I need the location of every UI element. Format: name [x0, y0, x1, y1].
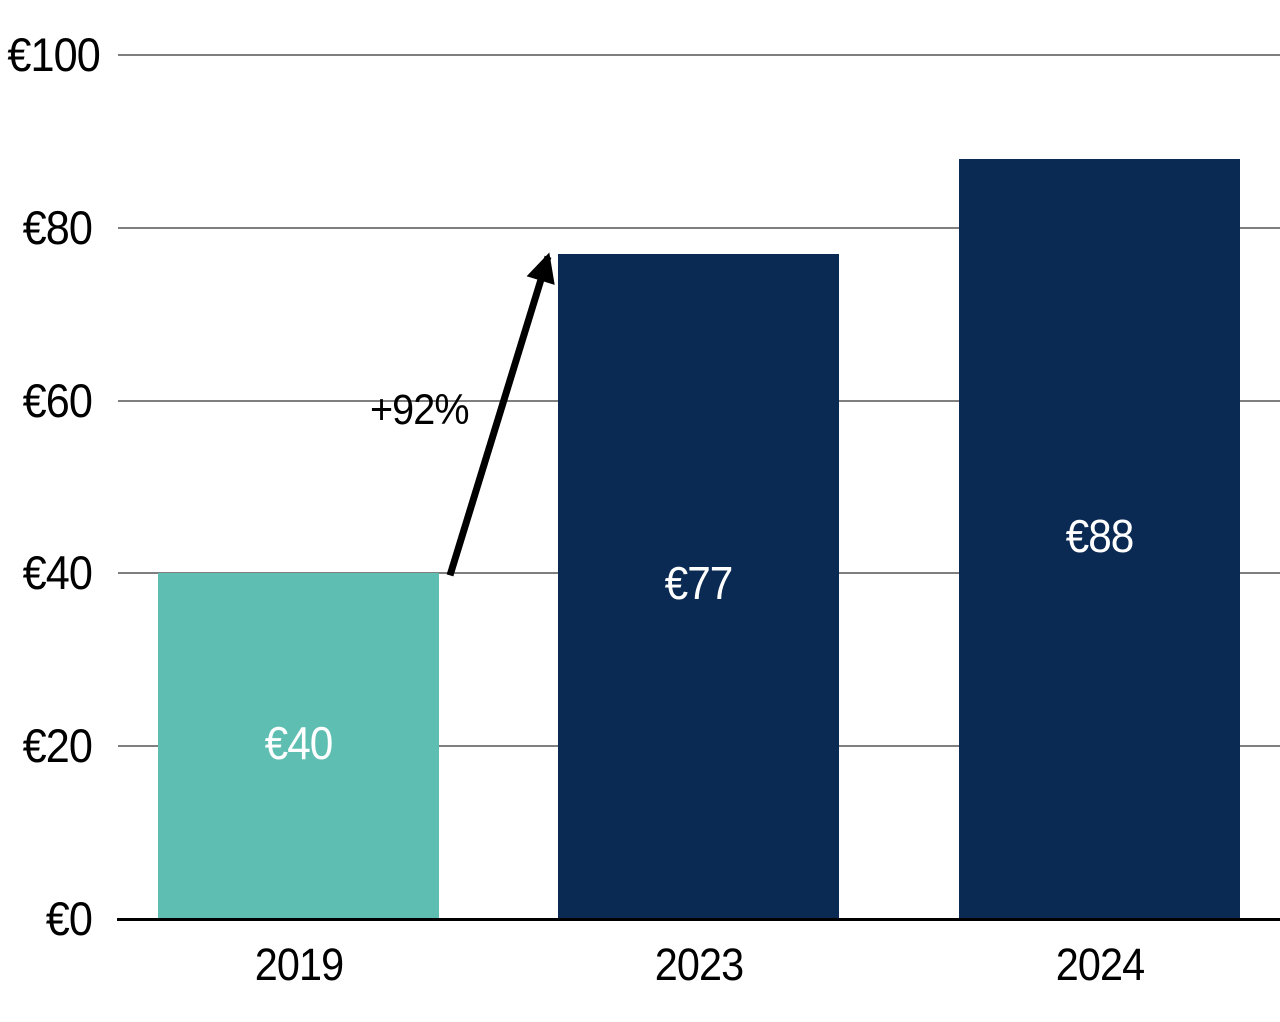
y-axis-tick-label: €60	[22, 373, 93, 427]
x-axis-line	[117, 918, 1280, 921]
y-axis-tick-label: €100	[7, 28, 100, 81]
y-axis-tick-label: €40	[22, 546, 93, 600]
y-axis-tick-label: €0	[45, 892, 93, 945]
bar-value-label-2024: €88	[1065, 509, 1135, 562]
bar-2023: €77	[558, 253, 839, 919]
gridline-80	[118, 226, 1280, 229]
y-axis-tick-label: €20	[22, 719, 93, 773]
bar-2019: €40	[158, 573, 439, 919]
percent-change-annotation: +92%	[370, 386, 470, 434]
bar-value-label-2023: €77	[664, 557, 734, 610]
bar-2024: €88	[959, 158, 1240, 919]
x-axis-label-2024: 2024	[1055, 939, 1144, 990]
x-axis-label-2019: 2019	[254, 939, 343, 990]
gridline-100	[118, 54, 1280, 56]
x-axis-label-2023: 2023	[654, 939, 743, 990]
y-axis-tick-label: €80	[22, 200, 93, 254]
bar-value-label-2019: €40	[264, 717, 334, 770]
